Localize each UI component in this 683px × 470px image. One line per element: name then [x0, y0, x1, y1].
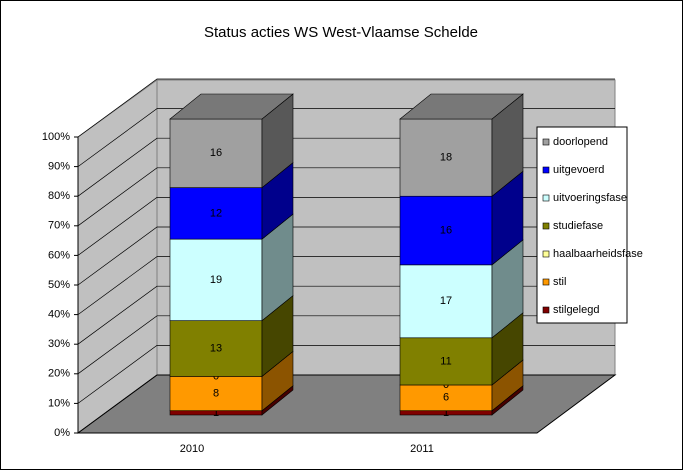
data-label: 17	[440, 295, 452, 307]
bar-segment	[399, 337, 493, 386]
bars: 1801319121616011171618	[169, 93, 524, 419]
data-label: 18	[440, 152, 452, 164]
data-label: 6	[443, 392, 449, 404]
legend-label: doorlopend	[553, 136, 608, 148]
bar-top	[399, 93, 524, 120]
x-tick-label: 2011	[410, 443, 434, 455]
bar-segment	[169, 376, 263, 412]
data-label: 1	[443, 407, 449, 419]
bar-segment	[169, 187, 263, 240]
y-tick-label: 60%	[48, 249, 70, 261]
y-tick-label: 40%	[48, 309, 70, 321]
y-tick-label: 80%	[48, 190, 70, 202]
floor	[76, 374, 617, 434]
side-wall	[77, 79, 158, 434]
y-tick-label: 30%	[48, 338, 70, 350]
bar-top	[169, 93, 294, 120]
data-label: 13	[210, 342, 222, 354]
legend-label: haalbaarheidsfase	[553, 248, 643, 260]
legend-swatch	[542, 166, 550, 174]
bar-segment	[399, 384, 493, 412]
bar-segment	[399, 118, 493, 197]
legend-box	[536, 126, 628, 324]
legend-label: stilgelegd	[553, 304, 599, 316]
chart-title: Status acties WS West-Vlaamse Schelde	[204, 24, 478, 41]
legend-swatch	[542, 222, 550, 230]
bar-segment	[399, 264, 493, 339]
legend-swatch	[542, 306, 550, 314]
data-label: 1	[213, 407, 219, 419]
data-label: 16	[210, 147, 222, 159]
legend-swatch	[542, 278, 550, 286]
y-tick-label: 90%	[48, 161, 70, 173]
legend-label: uitvoeringsfase	[553, 192, 627, 204]
legend-swatch	[542, 194, 550, 202]
y-tick-label: 100%	[42, 131, 70, 143]
data-label: 12	[210, 207, 222, 219]
legend-swatch	[542, 250, 550, 258]
y-tick-label: 70%	[48, 220, 70, 232]
y-tick-label: 10%	[48, 397, 70, 409]
bar-segment	[169, 238, 263, 321]
data-label: 16	[440, 224, 452, 236]
y-tick-label: 20%	[48, 368, 70, 380]
data-label: 19	[210, 274, 222, 286]
x-tick-label: 2010	[180, 443, 204, 455]
data-label: 8	[213, 387, 219, 399]
grid-line	[77, 78, 615, 138]
bar-segment	[399, 195, 493, 266]
legend-label: studiefase	[553, 220, 603, 232]
legend: stilgelegd stil haalbaarheidsfase studiefas…	[536, 126, 643, 324]
y-tick-label: 50%	[48, 279, 70, 291]
legend-swatch	[542, 138, 550, 146]
legend-label: stil	[553, 276, 566, 288]
bar-segment	[169, 320, 263, 377]
legend-label: uitgevoerd	[553, 164, 604, 176]
bar-segment	[169, 118, 263, 188]
data-label: 11	[440, 355, 451, 367]
y-tick-label: 0%	[54, 427, 70, 439]
